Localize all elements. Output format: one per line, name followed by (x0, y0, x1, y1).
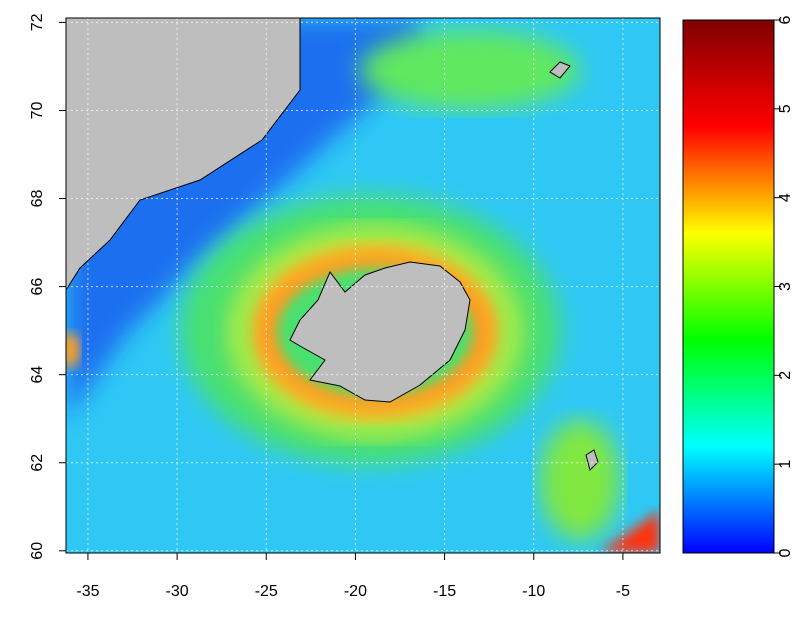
x-tick-label: -5 (616, 583, 630, 600)
colorbar-tick-label: 2 (777, 371, 794, 380)
colorbar-tick-label: 1 (777, 460, 794, 469)
plot-frame (65, 17, 661, 554)
y-tick-label: 60 (29, 542, 46, 560)
grid (66, 18, 660, 553)
colorbar-tick-label: 4 (777, 193, 794, 202)
colorbar-tick-label: 0 (777, 548, 794, 557)
y-tick-label: 72 (29, 13, 46, 31)
y-tick-label: 70 (29, 101, 46, 119)
y-tick-label: 62 (29, 454, 46, 472)
colorbar-tick-label: 6 (777, 15, 794, 24)
x-tick-label: -20 (344, 583, 367, 600)
x-tick-label: -35 (76, 583, 99, 600)
heat-field (66, 18, 660, 553)
y-tick-label: 68 (29, 190, 46, 208)
x-tick-label: -30 (166, 583, 189, 600)
colorbar-tick-label: 3 (777, 282, 794, 291)
y-tick-label: 64 (29, 366, 46, 384)
x-tick-label: -15 (433, 583, 456, 600)
colorbar-tick-label: 5 (777, 104, 794, 113)
x-tick-label: -10 (522, 583, 545, 600)
colorbar (682, 19, 775, 554)
x-tick-label: -25 (255, 583, 278, 600)
y-tick-label: 66 (29, 278, 46, 296)
